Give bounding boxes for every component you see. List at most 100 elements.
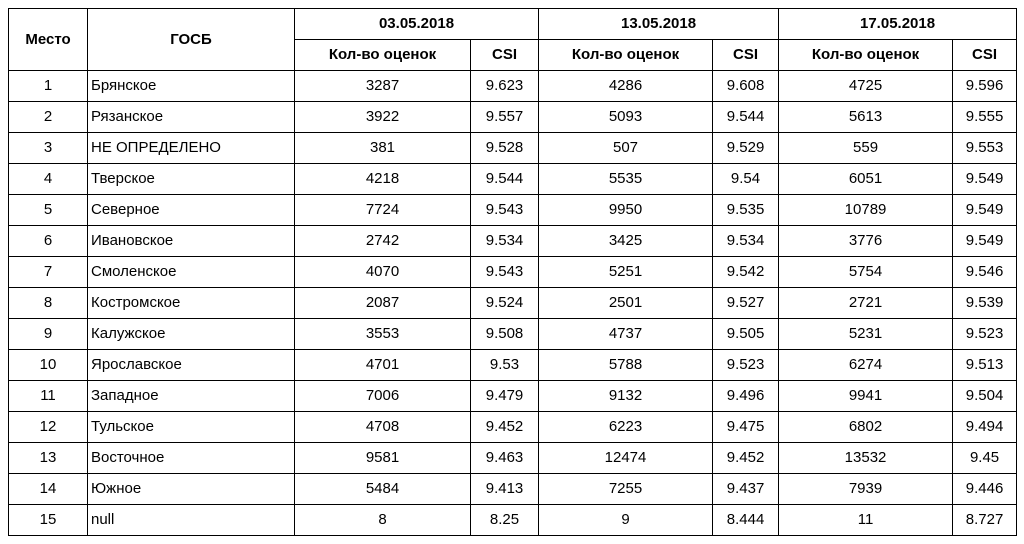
cell-csi-3: 9.513 <box>952 349 1018 381</box>
cell-csi-3: 9.549 <box>952 225 1018 257</box>
cell-csi-1: 9.534 <box>469 225 540 257</box>
cell-csi-1: 9.543 <box>469 256 540 288</box>
cell-count-2: 3425 <box>538 225 714 257</box>
cell-gosb: Смоленское <box>87 256 295 288</box>
cell-count-3: 5613 <box>778 101 954 133</box>
cell-csi-1: 9.479 <box>469 380 540 412</box>
cell-place: 11 <box>8 380 88 412</box>
cell-count-2: 5788 <box>538 349 714 381</box>
cell-count-3: 6051 <box>778 163 954 195</box>
cell-gosb: НЕ ОПРЕДЕЛЕНО <box>87 132 295 164</box>
cell-count-1: 3287 <box>294 70 471 102</box>
cell-csi-2: 9.54 <box>712 163 780 195</box>
cell-count-3: 3776 <box>778 225 954 257</box>
cell-gosb: Северное <box>87 194 295 226</box>
cell-csi-3: 9.494 <box>952 411 1018 443</box>
cell-csi-1: 9.623 <box>469 70 540 102</box>
cell-csi-1: 9.544 <box>469 163 540 195</box>
cell-count-1: 4708 <box>294 411 471 443</box>
cell-count-1: 381 <box>294 132 471 164</box>
cell-count-3: 11 <box>778 504 954 536</box>
cell-gosb: Ярославское <box>87 349 295 381</box>
cell-gosb: Тверское <box>87 163 295 195</box>
cell-csi-2: 9.527 <box>712 287 780 319</box>
cell-place: 9 <box>8 318 88 350</box>
cell-csi-3: 9.504 <box>952 380 1018 412</box>
cell-count-3: 559 <box>778 132 954 164</box>
cell-count-1: 3922 <box>294 101 471 133</box>
cell-count-1: 3553 <box>294 318 471 350</box>
table-row: 14 Южное 5484 9.413 7255 9.437 7939 9.446 <box>8 473 1018 505</box>
table-row: 15 null 8 8.25 9 8.444 11 8.727 <box>8 504 1018 536</box>
header-csi-2: CSI <box>712 39 780 71</box>
header-date-2: 13.05.2018 <box>538 8 780 40</box>
cell-count-2: 6223 <box>538 411 714 443</box>
header-date-3: 17.05.2018 <box>778 8 1018 40</box>
cell-count-1: 9581 <box>294 442 471 474</box>
table-row: 5 Северное 7724 9.543 9950 9.535 10789 9.549 <box>8 194 1018 226</box>
cell-count-1: 2087 <box>294 287 471 319</box>
cell-csi-3: 9.553 <box>952 132 1018 164</box>
table-row: 8 Костромское 2087 9.524 2501 9.527 2721 9.539 <box>8 287 1018 319</box>
cell-csi-1: 8.25 <box>469 504 540 536</box>
cell-count-3: 7939 <box>778 473 954 505</box>
cell-csi-3: 9.546 <box>952 256 1018 288</box>
cell-csi-3: 9.549 <box>952 163 1018 195</box>
cell-csi-2: 9.529 <box>712 132 780 164</box>
header-gosb: ГОСБ <box>87 8 295 71</box>
cell-csi-2: 9.437 <box>712 473 780 505</box>
cell-csi-2: 9.534 <box>712 225 780 257</box>
cell-place: 13 <box>8 442 88 474</box>
cell-csi-2: 9.505 <box>712 318 780 350</box>
cell-place: 1 <box>8 70 88 102</box>
cell-count-2: 5251 <box>538 256 714 288</box>
cell-csi-2: 9.475 <box>712 411 780 443</box>
csi-ranking-table: Место ГОСБ 03.05.2018 13.05.2018 17.05.2… <box>8 8 1018 536</box>
cell-gosb: null <box>87 504 295 536</box>
cell-gosb: Ивановское <box>87 225 295 257</box>
table-row: 13 Восточное 9581 9.463 12474 9.452 13532 9.45 <box>8 442 1018 474</box>
cell-csi-2: 9.608 <box>712 70 780 102</box>
cell-csi-1: 9.524 <box>469 287 540 319</box>
cell-count-1: 4701 <box>294 349 471 381</box>
table-body: 1 Брянское 3287 9.623 4286 9.608 4725 9.596 2 Ряз… <box>8 70 1018 536</box>
cell-count-1: 2742 <box>294 225 471 257</box>
cell-count-1: 8 <box>294 504 471 536</box>
cell-csi-3: 9.555 <box>952 101 1018 133</box>
cell-csi-1: 9.508 <box>469 318 540 350</box>
cell-csi-3: 9.446 <box>952 473 1018 505</box>
header-csi-1: CSI <box>469 39 540 71</box>
cell-count-2: 4737 <box>538 318 714 350</box>
table-row: 6 Ивановское 2742 9.534 3425 9.534 3776 9.549 <box>8 225 1018 257</box>
table-row: 9 Калужское 3553 9.508 4737 9.505 5231 9.523 <box>8 318 1018 350</box>
cell-csi-2: 9.496 <box>712 380 780 412</box>
cell-csi-2: 9.523 <box>712 349 780 381</box>
cell-csi-2: 9.452 <box>712 442 780 474</box>
table-row: 2 Рязанское 3922 9.557 5093 9.544 5613 9.555 <box>8 101 1018 133</box>
table-row: 3 НЕ ОПРЕДЕЛЕНО 381 9.528 507 9.529 559 9.553 <box>8 132 1018 164</box>
header-row-dates: Место ГОСБ 03.05.2018 13.05.2018 17.05.2… <box>8 8 1018 71</box>
cell-csi-3: 8.727 <box>952 504 1018 536</box>
cell-gosb: Западное <box>87 380 295 412</box>
header-count-3: Кол-во оценок <box>778 39 954 71</box>
cell-csi-1: 9.413 <box>469 473 540 505</box>
cell-csi-3: 9.596 <box>952 70 1018 102</box>
cell-count-3: 6802 <box>778 411 954 443</box>
cell-csi-1: 9.557 <box>469 101 540 133</box>
cell-count-3: 13532 <box>778 442 954 474</box>
cell-place: 10 <box>8 349 88 381</box>
cell-csi-1: 9.463 <box>469 442 540 474</box>
cell-place: 4 <box>8 163 88 195</box>
cell-count-2: 507 <box>538 132 714 164</box>
cell-count-1: 5484 <box>294 473 471 505</box>
cell-count-2: 4286 <box>538 70 714 102</box>
cell-count-2: 12474 <box>538 442 714 474</box>
header-csi-3: CSI <box>952 39 1018 71</box>
cell-csi-2: 8.444 <box>712 504 780 536</box>
cell-count-2: 5535 <box>538 163 714 195</box>
cell-place: 6 <box>8 225 88 257</box>
cell-place: 2 <box>8 101 88 133</box>
header-date-1: 03.05.2018 <box>293 8 540 40</box>
cell-count-3: 6274 <box>778 349 954 381</box>
cell-gosb: Костромское <box>87 287 295 319</box>
